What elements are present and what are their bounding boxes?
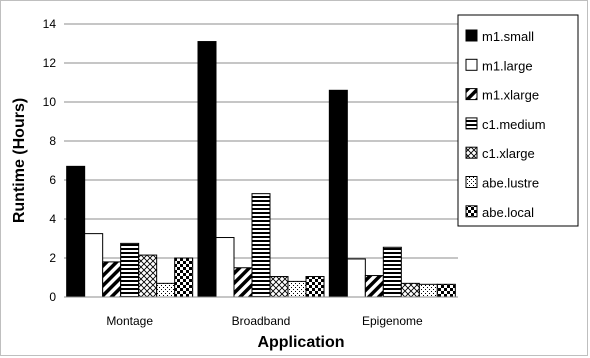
bar-c1-xlarge-montage: [138, 254, 158, 298]
y-tick-label: 2: [49, 251, 56, 265]
legend-swatch: [465, 176, 478, 188]
x-axis-title: Application: [257, 334, 344, 351]
bar-m1-small-montage: [66, 165, 86, 298]
bar-abe-lustre-montage: [156, 282, 176, 298]
bar-m1-small-epigenome: [328, 89, 348, 298]
bar-abe-lustre-broadband: [287, 280, 307, 298]
y-tick-label: 12: [43, 56, 57, 70]
legend-swatch: [465, 205, 478, 218]
legend-label: c1.medium: [482, 117, 546, 132]
bar-m1-large-epigenome: [346, 258, 366, 298]
legend-label: abe.local: [482, 205, 534, 220]
legend-label: abe.lustre: [482, 176, 539, 191]
legend-swatch: [465, 58, 478, 71]
y-axis-title: Runtime (Hours): [11, 98, 28, 223]
bar-c1-xlarge-broadband: [269, 276, 289, 298]
y-tick-label: 14: [43, 17, 57, 31]
y-tick-label: 10: [43, 95, 57, 109]
legend-label: m1.small: [482, 29, 534, 44]
legend-swatch: [465, 29, 478, 42]
bar-c1-medium-epigenome: [382, 246, 402, 298]
x-tick-label: Epigenome: [362, 314, 423, 328]
legend-swatch: [465, 146, 478, 159]
bar-c1-medium-broadband: [251, 193, 271, 298]
bar-c1-medium-montage: [120, 242, 140, 298]
y-tick-label: 8: [49, 134, 56, 148]
legend-label: m1.xlarge: [482, 88, 539, 103]
bar-m1-xlarge-epigenome: [364, 275, 384, 298]
bar-abe-local-epigenome: [436, 283, 456, 298]
y-tick-label: 4: [49, 212, 56, 226]
x-tick-label: Montage: [106, 314, 153, 328]
bar-abe-local-montage: [174, 257, 194, 298]
legend: m1.small m1.large m1.xlarge c1.medium c1.xla…: [457, 14, 579, 227]
bar-m1-xlarge-broadband: [233, 267, 253, 298]
bar-m1-xlarge-montage: [102, 261, 122, 298]
bar-m1-small-broadband: [197, 41, 217, 298]
bar-abe-lustre-epigenome: [418, 283, 438, 298]
y-tick-label: 0: [49, 290, 56, 304]
y-axis-ticks: 0 2 4 6 8 10 12 14: [43, 17, 57, 304]
bars: [66, 41, 456, 298]
x-tick-label: Broadband: [232, 314, 291, 328]
legend-swatch: [465, 117, 478, 130]
legend-label: m1.large: [482, 58, 533, 73]
bar-abe-local-broadband: [305, 276, 325, 298]
bar-m1-large-broadband: [215, 237, 235, 298]
legend-box: [457, 14, 579, 227]
bar-c1-xlarge-epigenome: [400, 282, 420, 298]
legend-swatch: [465, 88, 478, 101]
y-tick-label: 6: [49, 173, 56, 187]
x-axis-ticks: Montage Broadband Epigenome: [106, 314, 423, 328]
bar-m1-large-montage: [84, 233, 104, 298]
legend-label: c1.xlarge: [482, 146, 535, 161]
